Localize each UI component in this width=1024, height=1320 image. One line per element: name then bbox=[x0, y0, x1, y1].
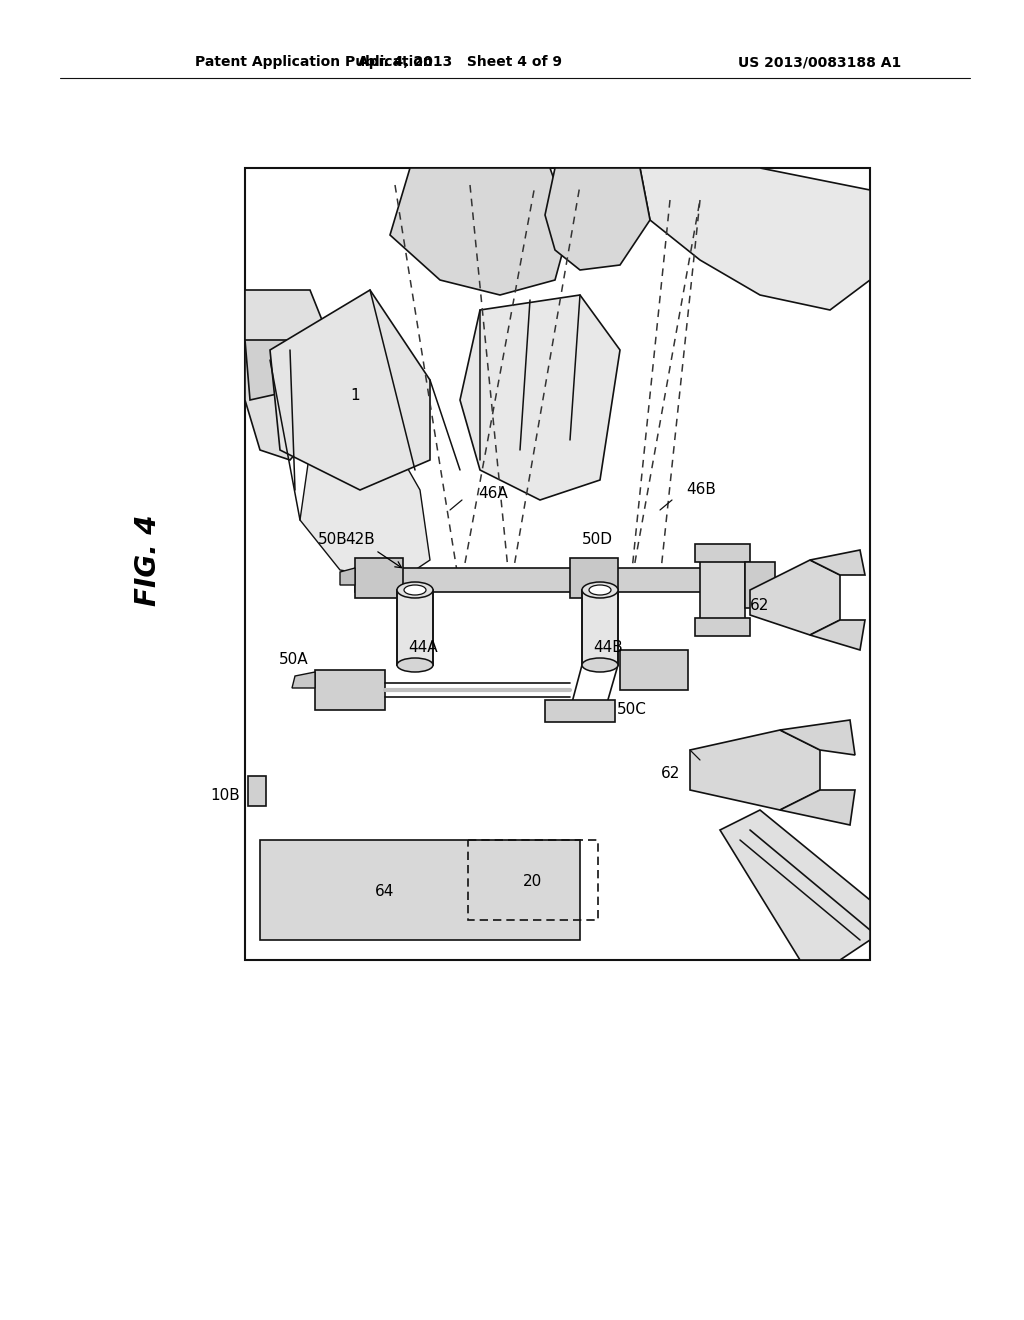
Text: US 2013/0083188 A1: US 2013/0083188 A1 bbox=[738, 55, 901, 69]
Text: 50C: 50C bbox=[617, 702, 647, 718]
Text: 1: 1 bbox=[350, 388, 359, 403]
Text: Apr. 4, 2013   Sheet 4 of 9: Apr. 4, 2013 Sheet 4 of 9 bbox=[358, 55, 562, 69]
Text: 42B: 42B bbox=[345, 532, 401, 568]
Polygon shape bbox=[245, 290, 330, 459]
Bar bbox=[315, 671, 385, 710]
Text: 62: 62 bbox=[750, 598, 769, 612]
Bar bbox=[355, 558, 403, 598]
Bar bbox=[582, 590, 618, 665]
Polygon shape bbox=[390, 168, 570, 294]
Polygon shape bbox=[720, 810, 870, 960]
Bar bbox=[620, 649, 688, 690]
Text: 64: 64 bbox=[376, 884, 394, 899]
Bar bbox=[570, 558, 618, 598]
Bar bbox=[695, 544, 750, 562]
Ellipse shape bbox=[582, 657, 618, 672]
Polygon shape bbox=[270, 290, 430, 490]
Polygon shape bbox=[300, 420, 430, 579]
Text: 62: 62 bbox=[660, 767, 680, 781]
Text: 50B: 50B bbox=[318, 532, 348, 548]
Polygon shape bbox=[780, 789, 855, 825]
Polygon shape bbox=[640, 168, 870, 310]
Bar bbox=[745, 562, 775, 609]
Text: 50D: 50D bbox=[582, 532, 613, 548]
Ellipse shape bbox=[397, 657, 433, 672]
Bar bbox=[260, 840, 580, 940]
Bar bbox=[468, 840, 598, 920]
Polygon shape bbox=[810, 620, 865, 649]
Text: 20: 20 bbox=[522, 874, 542, 890]
Bar bbox=[397, 590, 433, 665]
Ellipse shape bbox=[589, 585, 611, 595]
Bar bbox=[355, 568, 720, 591]
Text: 46B: 46B bbox=[686, 483, 716, 498]
Polygon shape bbox=[750, 560, 840, 635]
Polygon shape bbox=[340, 568, 355, 585]
Polygon shape bbox=[780, 719, 855, 755]
Polygon shape bbox=[810, 550, 865, 576]
Text: 50A: 50A bbox=[279, 652, 308, 668]
Bar bbox=[700, 550, 745, 630]
Bar bbox=[545, 700, 615, 722]
Polygon shape bbox=[460, 294, 620, 500]
Polygon shape bbox=[545, 168, 650, 271]
Bar bbox=[695, 618, 750, 636]
Bar bbox=[248, 776, 266, 807]
Text: 10B: 10B bbox=[210, 788, 240, 803]
Text: FIG. 4: FIG. 4 bbox=[134, 515, 162, 606]
Ellipse shape bbox=[582, 582, 618, 598]
Polygon shape bbox=[245, 341, 295, 400]
Polygon shape bbox=[292, 672, 315, 688]
Text: 46A: 46A bbox=[478, 486, 508, 500]
Text: Patent Application Publication: Patent Application Publication bbox=[195, 55, 433, 69]
Bar bbox=[245, 168, 870, 960]
Ellipse shape bbox=[404, 585, 426, 595]
Polygon shape bbox=[690, 730, 820, 810]
Ellipse shape bbox=[397, 582, 433, 598]
Text: 44A: 44A bbox=[408, 640, 437, 656]
Text: 44B: 44B bbox=[593, 640, 623, 656]
